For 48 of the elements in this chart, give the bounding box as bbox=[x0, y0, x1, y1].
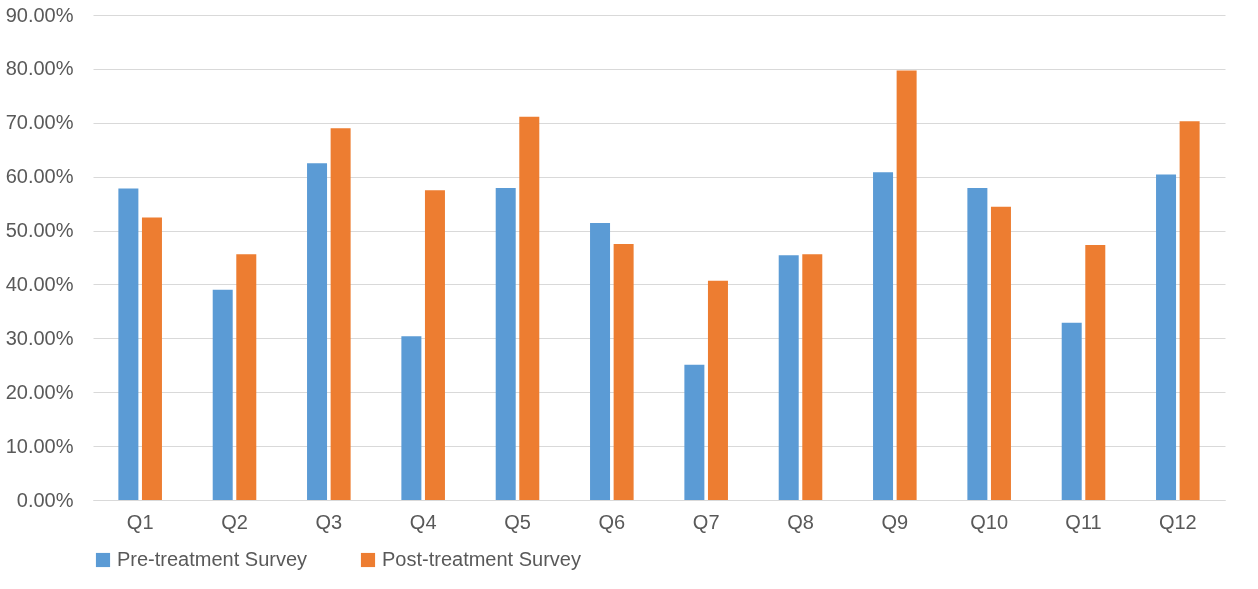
y-tick-label: 10.00% bbox=[5, 434, 74, 457]
x-tick-label: Q5 bbox=[504, 510, 531, 533]
bar bbox=[401, 336, 422, 500]
bar bbox=[590, 223, 611, 500]
bar bbox=[802, 254, 823, 500]
bar bbox=[330, 128, 351, 500]
bar bbox=[519, 116, 540, 500]
bar bbox=[307, 163, 328, 500]
bar bbox=[495, 187, 516, 500]
legend-label: Pre-treatment Survey bbox=[117, 548, 308, 570]
y-tick-label: 80.00% bbox=[5, 57, 74, 80]
x-tick-label: Q7 bbox=[692, 510, 720, 533]
x-tick-label: Q4 bbox=[409, 510, 437, 533]
bar bbox=[1156, 174, 1177, 500]
bar bbox=[967, 187, 988, 500]
y-tick-label: 20.00% bbox=[5, 380, 74, 403]
bar bbox=[424, 190, 445, 500]
bar bbox=[1179, 121, 1200, 500]
bar bbox=[212, 289, 233, 500]
y-tick-label: 50.00% bbox=[5, 219, 74, 242]
y-tick-label: 70.00% bbox=[5, 111, 74, 134]
bar bbox=[873, 172, 894, 500]
y-tick-label: 60.00% bbox=[5, 165, 74, 188]
bar bbox=[707, 280, 728, 500]
bar bbox=[990, 206, 1011, 500]
bar bbox=[118, 188, 139, 500]
x-tick-label: Q10 bbox=[970, 510, 1009, 533]
x-tick-label: Q2 bbox=[221, 510, 248, 533]
bar bbox=[778, 255, 799, 500]
x-tick-label: Q9 bbox=[881, 510, 909, 533]
bar bbox=[613, 244, 634, 500]
legend-label: Post-treatment Survey bbox=[382, 548, 581, 570]
y-tick-label: 40.00% bbox=[5, 272, 74, 295]
x-tick-label: Q3 bbox=[315, 510, 343, 533]
x-tick-label: Q11 bbox=[1065, 510, 1102, 533]
bar bbox=[684, 364, 705, 500]
x-tick-label: Q8 bbox=[787, 510, 814, 533]
bar bbox=[896, 70, 917, 500]
y-tick-label: 30.00% bbox=[5, 326, 74, 349]
y-tick-label: 90.00% bbox=[5, 3, 74, 26]
bar bbox=[1085, 245, 1106, 500]
bar bbox=[236, 254, 257, 500]
x-tick-label: Q6 bbox=[598, 510, 626, 533]
bar bbox=[1061, 322, 1082, 500]
x-tick-label: Q1 bbox=[126, 510, 154, 533]
y-tick-label: 0.00% bbox=[16, 488, 74, 511]
bar bbox=[141, 217, 162, 500]
x-tick-label: Q12 bbox=[1158, 510, 1197, 533]
